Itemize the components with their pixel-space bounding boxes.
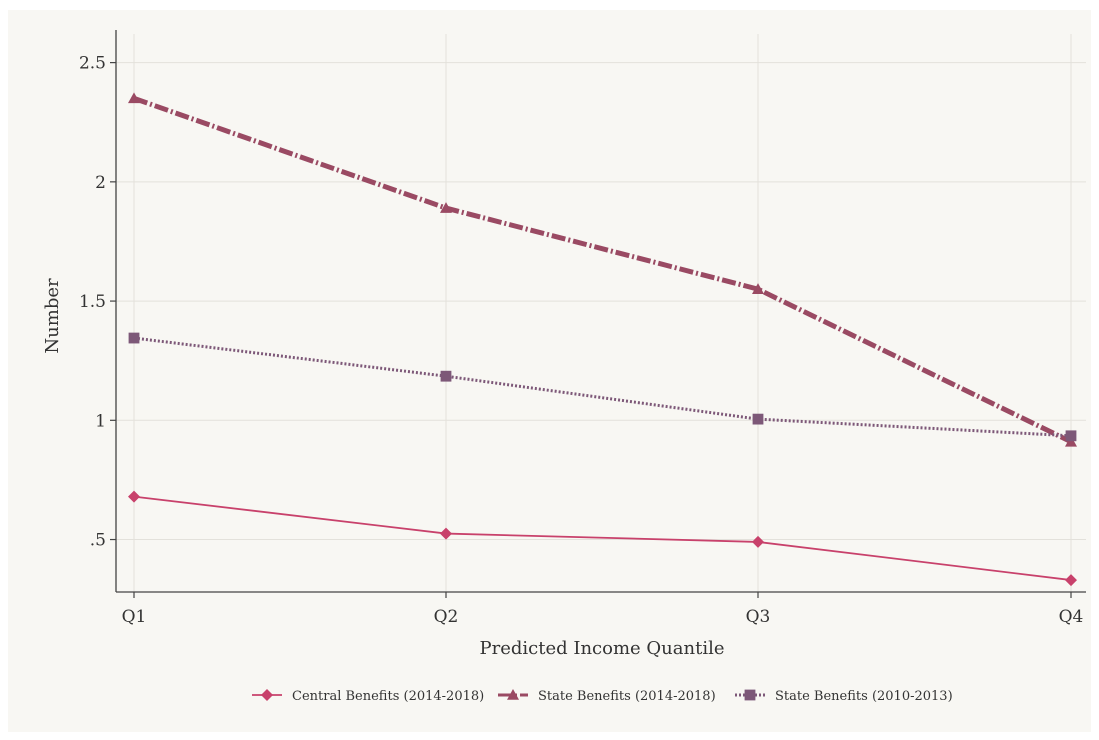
- legend-marker-3: [744, 689, 756, 701]
- series-line-1: [133, 495, 1072, 581]
- x-tick-label: Q4: [1059, 607, 1084, 627]
- x-axis-title: Predicted Income Quantile: [480, 638, 725, 659]
- x-tick-label: Q3: [746, 607, 771, 627]
- data-point-series-3: [128, 332, 140, 344]
- y-tick-label: 2: [95, 173, 106, 193]
- data-point-series-2: [440, 202, 452, 213]
- data-point-series-3: [440, 370, 452, 382]
- data-point-series-2: [752, 283, 764, 294]
- legend-marker-2: [507, 689, 519, 700]
- data-point-series-1: [440, 527, 452, 540]
- y-tick-label: .5: [90, 531, 106, 551]
- gridlines: [116, 34, 1086, 592]
- axes: .5 1 1.5 2 2.5 Q1 Q2 Q3 Q4: [79, 30, 1086, 627]
- legend: Central Benefits (2014-2018) State Benefi…: [252, 689, 953, 704]
- data-point-series-1: [128, 490, 140, 503]
- y-tick-label: 1: [95, 411, 106, 431]
- data-point-series-3: [1065, 430, 1077, 442]
- data-point-series-2: [128, 92, 140, 104]
- legend-label-1: Central Benefits (2014-2018): [292, 689, 484, 704]
- data-point-series-1: [752, 535, 764, 548]
- y-tick-label: 2.5: [79, 54, 106, 74]
- y-tick-label: 1.5: [79, 292, 106, 312]
- series-line-2: [133, 96, 1073, 445]
- legend-marker-1: [261, 689, 273, 701]
- x-tick-label: Q2: [434, 607, 459, 627]
- legend-label-2: State Benefits (2014-2018): [538, 689, 716, 704]
- legend-label-3: State Benefits (2010-2013): [775, 689, 953, 704]
- x-tick-label: Q1: [122, 607, 147, 627]
- series-lines: [133, 96, 1073, 581]
- data-point-series-1: [1065, 574, 1077, 587]
- chart-background: [8, 10, 1091, 732]
- data-point-series-3: [752, 413, 764, 425]
- series-line-3: [133, 336, 1072, 438]
- y-axis-title: Number: [42, 278, 63, 354]
- series-markers: [128, 92, 1077, 587]
